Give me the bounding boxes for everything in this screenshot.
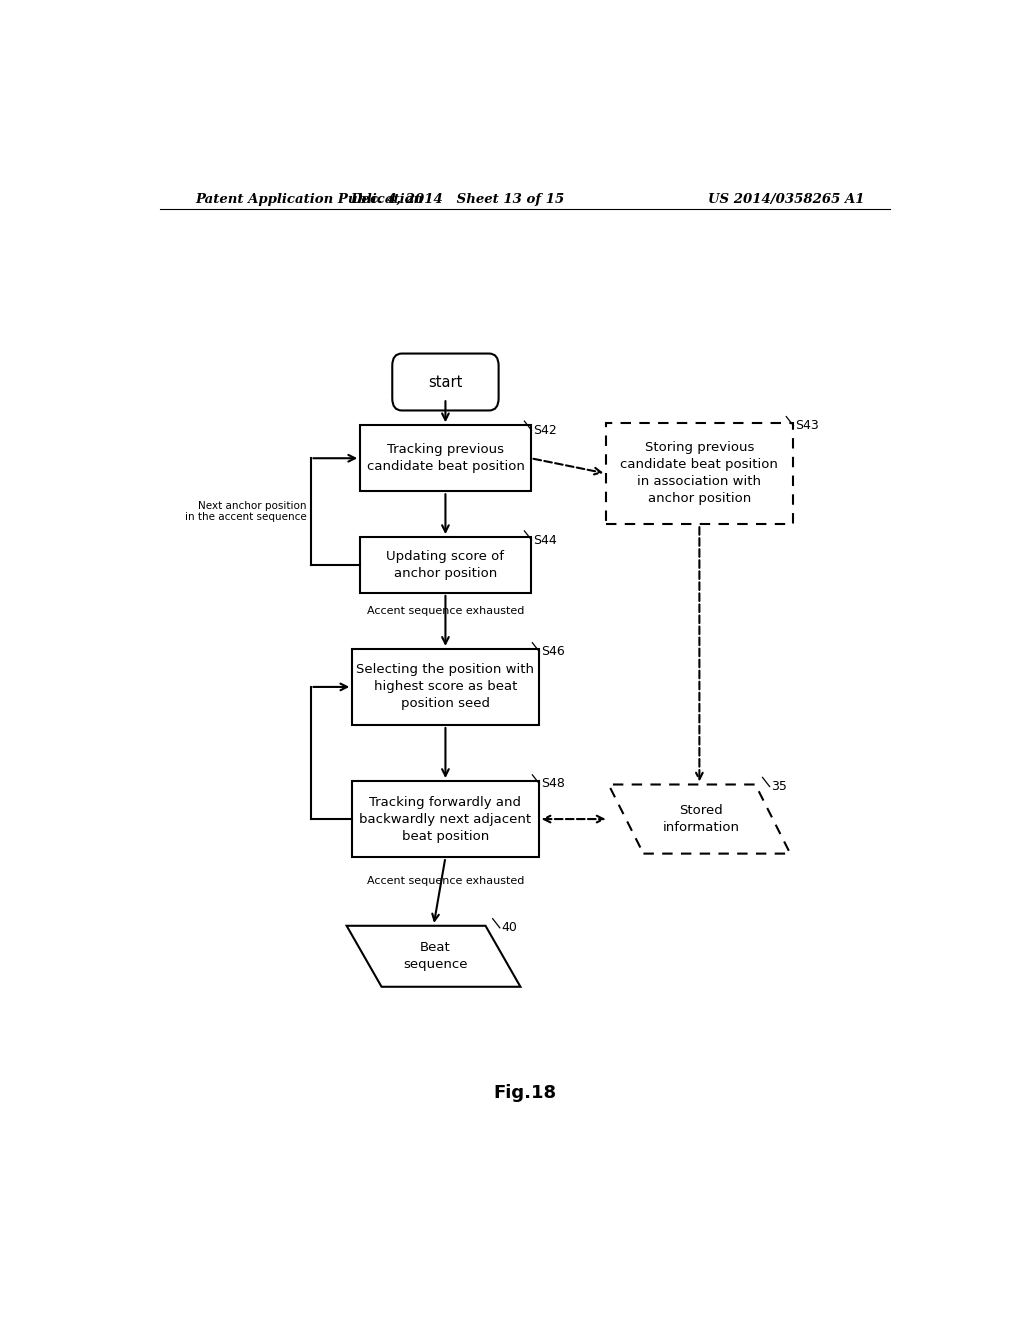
Polygon shape: [347, 925, 520, 987]
Text: Dec. 4, 2014   Sheet 13 of 15: Dec. 4, 2014 Sheet 13 of 15: [350, 193, 564, 206]
FancyBboxPatch shape: [392, 354, 499, 411]
Text: Tracking previous
candidate beat position: Tracking previous candidate beat positio…: [367, 444, 524, 474]
Text: 40: 40: [502, 921, 517, 935]
Text: US 2014/0358265 A1: US 2014/0358265 A1: [709, 193, 865, 206]
Text: Storing previous
candidate beat position
in association with
anchor position: Storing previous candidate beat position…: [621, 441, 778, 506]
Text: S46: S46: [541, 645, 565, 659]
Bar: [360, 537, 530, 593]
Bar: [360, 425, 530, 491]
Text: Beat
sequence: Beat sequence: [403, 941, 468, 972]
Text: Accent sequence exhausted: Accent sequence exhausted: [367, 876, 524, 886]
Text: 35: 35: [771, 780, 787, 793]
Text: Tracking forwardly and
backwardly next adjacent
beat position: Tracking forwardly and backwardly next a…: [359, 796, 531, 842]
Text: S43: S43: [795, 420, 819, 432]
Text: Stored
information: Stored information: [663, 804, 739, 834]
Text: S42: S42: [534, 424, 557, 437]
Text: Fig.18: Fig.18: [494, 1085, 556, 1102]
Text: Patent Application Publication: Patent Application Publication: [196, 193, 424, 206]
Bar: [352, 781, 539, 857]
Bar: [352, 649, 539, 725]
Text: S44: S44: [534, 533, 557, 546]
Text: start: start: [428, 375, 463, 389]
Text: Updating score of
anchor position: Updating score of anchor position: [386, 550, 505, 579]
Text: S48: S48: [541, 777, 565, 791]
Text: Selecting the position with
highest score as beat
position seed: Selecting the position with highest scor…: [356, 664, 535, 710]
Bar: [606, 422, 793, 524]
Text: Accent sequence exhausted: Accent sequence exhausted: [367, 606, 524, 615]
Polygon shape: [608, 784, 791, 854]
Text: Next anchor position
in the accent sequence: Next anchor position in the accent seque…: [184, 500, 306, 523]
